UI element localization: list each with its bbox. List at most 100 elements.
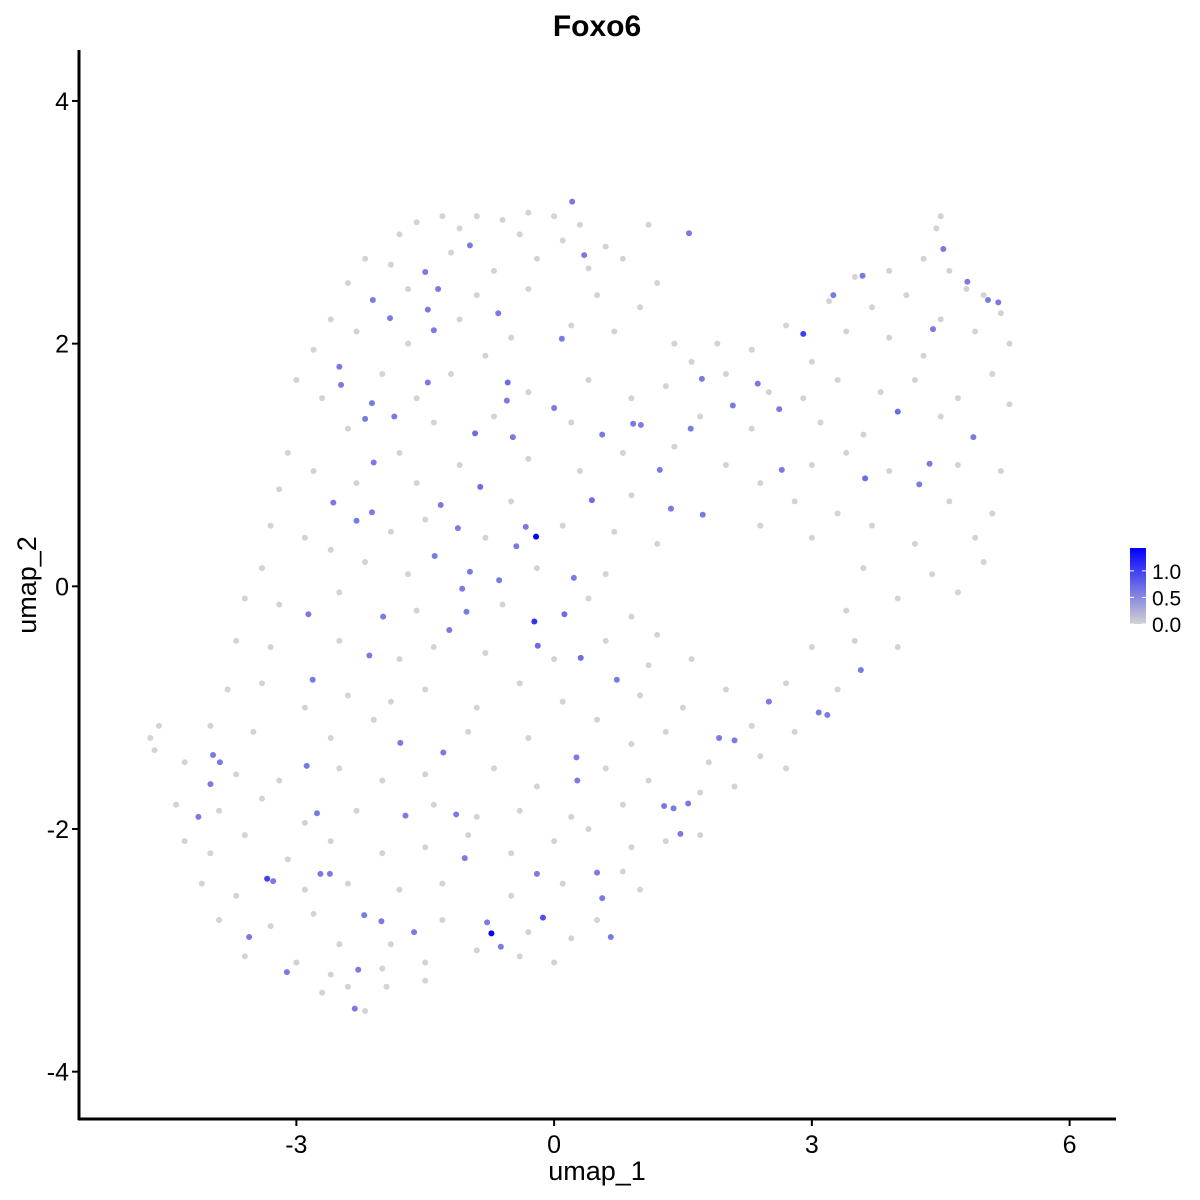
expressing-cell-point bbox=[195, 813, 202, 820]
cell-point bbox=[972, 328, 979, 335]
cell-point bbox=[155, 722, 162, 729]
cell-point bbox=[259, 795, 265, 802]
cell-point bbox=[525, 209, 532, 216]
cell-point bbox=[241, 832, 248, 839]
expressing-cell-point bbox=[667, 505, 674, 512]
cell-point bbox=[516, 807, 523, 814]
expressing-cell-point bbox=[496, 577, 503, 584]
cell-point bbox=[662, 383, 669, 390]
expressing-cell-point bbox=[472, 430, 479, 437]
cell-point bbox=[267, 522, 274, 529]
cell-point bbox=[869, 304, 875, 311]
expressing-cell-point bbox=[366, 652, 373, 659]
cell-point bbox=[267, 643, 274, 650]
expressing-cell-point bbox=[391, 413, 398, 420]
cell-point bbox=[422, 959, 429, 966]
cell-point bbox=[533, 783, 540, 790]
expressing-cell-point bbox=[599, 431, 606, 438]
cell-point bbox=[362, 255, 369, 262]
cell-point bbox=[310, 910, 317, 917]
cell-point bbox=[783, 765, 790, 772]
expressing-cell-point bbox=[776, 406, 783, 413]
cell-point bbox=[473, 704, 480, 711]
cell-point bbox=[851, 637, 858, 644]
cell-point bbox=[757, 522, 764, 529]
cell-point bbox=[929, 571, 936, 578]
cell-point bbox=[559, 698, 566, 705]
cell-point bbox=[319, 989, 326, 996]
colorbar-label: 0.5 bbox=[1152, 587, 1181, 610]
expressing-cell-point bbox=[430, 327, 437, 334]
expressing-cell-point bbox=[264, 875, 271, 882]
cell-point bbox=[937, 213, 944, 220]
expressing-cell-point bbox=[513, 543, 520, 550]
cell-point bbox=[430, 643, 437, 650]
cell-point bbox=[585, 377, 592, 384]
cell-point bbox=[791, 498, 798, 505]
cell-point bbox=[980, 559, 987, 566]
expressing-cell-point bbox=[522, 523, 529, 530]
cell-point bbox=[989, 510, 996, 517]
cell-point bbox=[216, 807, 223, 814]
cell-point bbox=[422, 686, 429, 693]
cell-point bbox=[413, 395, 420, 402]
cell-point bbox=[808, 461, 815, 468]
cell-point bbox=[173, 801, 180, 808]
expressing-cell-point bbox=[588, 497, 595, 504]
cell-point bbox=[405, 571, 412, 578]
cell-point bbox=[637, 692, 644, 699]
cell-point bbox=[533, 255, 540, 262]
cell-point bbox=[645, 777, 652, 784]
cell-point bbox=[628, 844, 635, 851]
expressing-cell-point bbox=[670, 805, 677, 812]
x-ticks: -3 0 3 6 bbox=[285, 1119, 1077, 1159]
expressing-cell-point bbox=[446, 627, 453, 634]
cell-point bbox=[637, 304, 644, 311]
cell-point bbox=[619, 255, 626, 262]
expressing-cell-point bbox=[570, 574, 577, 581]
cell-point bbox=[405, 286, 412, 293]
cell-point bbox=[473, 947, 480, 954]
expressing-cell-point bbox=[800, 330, 807, 337]
cell-point bbox=[602, 571, 609, 578]
expressing-cell-point bbox=[859, 272, 866, 279]
expressing-cell-point bbox=[378, 918, 385, 925]
expressing-cell-point bbox=[862, 475, 869, 482]
cell-point bbox=[946, 498, 953, 505]
cell-point bbox=[405, 340, 412, 347]
cell-point bbox=[525, 734, 532, 741]
cell-point bbox=[602, 243, 609, 250]
cell-point bbox=[834, 510, 841, 517]
cell-point bbox=[379, 777, 386, 784]
expressing-cell-point bbox=[630, 420, 637, 427]
cell-point bbox=[688, 358, 695, 365]
cell-point bbox=[705, 759, 712, 766]
cell-point bbox=[989, 370, 996, 377]
cell-point bbox=[877, 389, 884, 396]
cell-point bbox=[954, 589, 961, 596]
cell-point bbox=[344, 279, 351, 286]
cell-point bbox=[933, 225, 940, 232]
cell-point bbox=[628, 492, 635, 499]
cell-point bbox=[482, 650, 489, 657]
expressing-cell-point bbox=[613, 676, 620, 683]
cell-point bbox=[259, 680, 265, 687]
expressing-cell-point bbox=[857, 667, 864, 674]
expressing-cell-point bbox=[594, 869, 601, 876]
cell-point bbox=[147, 734, 154, 741]
cell-point bbox=[465, 728, 472, 735]
cell-point bbox=[301, 819, 308, 826]
cell-point bbox=[293, 377, 300, 384]
cell-point bbox=[301, 534, 308, 541]
expressing-cell-point bbox=[495, 310, 502, 317]
cell-point bbox=[697, 832, 704, 839]
expressing-cell-point bbox=[338, 381, 345, 388]
cell-point bbox=[937, 316, 944, 323]
cell-point bbox=[671, 443, 678, 450]
cell-point bbox=[293, 959, 300, 966]
cell-point bbox=[301, 704, 308, 711]
cell-point bbox=[250, 728, 257, 735]
cell-point bbox=[645, 221, 652, 228]
cell-point bbox=[757, 480, 764, 487]
cell-point bbox=[396, 231, 403, 238]
